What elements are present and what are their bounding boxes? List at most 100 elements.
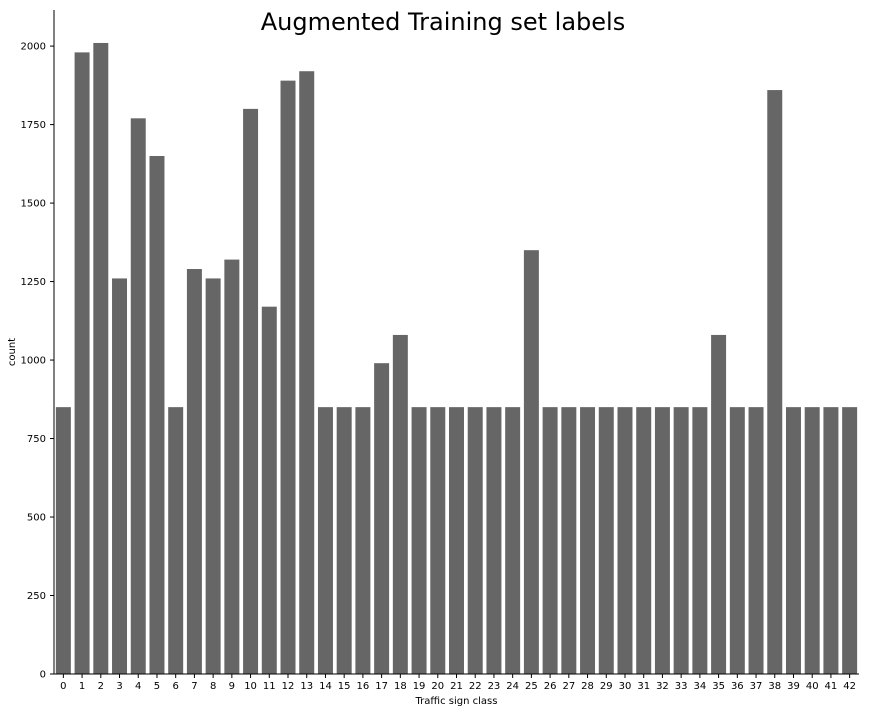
bar-class-14 xyxy=(317,407,333,674)
y-tick-label: 2000 xyxy=(21,42,46,53)
x-tick-label: 23 xyxy=(488,681,501,692)
x-tick-label: 0 xyxy=(60,681,66,692)
y-tick-label: 1500 xyxy=(21,199,46,210)
x-tick-label: 33 xyxy=(675,681,688,692)
y-ticks: 0 250 500 750 1000 1250 1500 1750 2000 xyxy=(21,42,54,681)
bar-class-15 xyxy=(336,407,352,674)
x-tick-label: 28 xyxy=(581,681,594,692)
x-tick-label: 15 xyxy=(338,681,351,692)
x-tick-label: 41 xyxy=(825,681,838,692)
x-tick-label: 24 xyxy=(506,681,519,692)
y-tick-label: 750 xyxy=(27,434,46,445)
bar-class-2 xyxy=(93,42,109,674)
bar-class-37 xyxy=(748,407,764,674)
bar-class-26 xyxy=(542,407,558,674)
bar-class-8 xyxy=(205,278,221,674)
chart-title: Augmented Training set labels xyxy=(261,8,625,36)
bar-class-7 xyxy=(186,269,202,674)
x-tick-label: 26 xyxy=(544,681,557,692)
x-tick-label: 16 xyxy=(357,681,370,692)
x-tick-label: 14 xyxy=(319,681,332,692)
x-tick-label: 13 xyxy=(300,681,313,692)
bar-class-19 xyxy=(411,407,427,674)
x-tick-label: 4 xyxy=(135,681,141,692)
bar-class-3 xyxy=(112,278,128,674)
bar-class-21 xyxy=(449,407,464,674)
x-tick-label: 21 xyxy=(450,681,463,692)
bar-class-25 xyxy=(523,250,539,675)
bar-class-36 xyxy=(729,407,745,674)
x-tick-label: 34 xyxy=(694,681,707,692)
bar-class-32 xyxy=(654,407,670,674)
x-tick-label: 17 xyxy=(375,681,388,692)
bar-class-13 xyxy=(299,71,315,675)
y-tick-label: 1000 xyxy=(21,356,46,367)
bar-class-24 xyxy=(505,407,521,674)
bar-class-22 xyxy=(467,407,483,674)
x-tick-label: 22 xyxy=(469,681,482,692)
x-tick-label: 39 xyxy=(787,681,800,692)
y-tick-label: 250 xyxy=(27,591,46,602)
bar-class-0 xyxy=(55,407,71,674)
x-tick-label: 20 xyxy=(431,681,444,692)
bar-class-10 xyxy=(243,108,259,674)
x-tick-label: 37 xyxy=(750,681,763,692)
x-tick-label: 30 xyxy=(619,681,632,692)
x-tick-label: 11 xyxy=(263,681,276,692)
bar-class-6 xyxy=(168,407,184,674)
y-tick-label: 0 xyxy=(40,670,46,681)
bar-class-34 xyxy=(692,407,708,674)
bar-class-41 xyxy=(823,407,839,674)
x-tick-label: 8 xyxy=(210,681,216,692)
x-tick-label: 38 xyxy=(768,681,781,692)
bar-class-35 xyxy=(711,334,727,674)
x-tick-label: 32 xyxy=(656,681,669,692)
x-tick-label: 5 xyxy=(154,681,160,692)
bar-class-30 xyxy=(617,407,633,674)
x-tick-label: 2 xyxy=(98,681,104,692)
x-tick-label: 40 xyxy=(806,681,819,692)
x-tick-label: 1 xyxy=(79,681,85,692)
x-tick-label: 19 xyxy=(413,681,426,692)
bar-class-5 xyxy=(149,155,165,675)
bar-class-42 xyxy=(842,407,858,674)
bar-class-27 xyxy=(561,407,577,674)
y-tick-label: 500 xyxy=(27,513,46,524)
bar-class-31 xyxy=(636,407,652,674)
x-ticks: 0 1 2 3 4 5 6 7 8 9 10 11 12 13 14 15 16 17 18 19 20 21 22 23 24… xyxy=(60,674,856,692)
x-tick-label: 9 xyxy=(229,681,235,692)
x-tick-label: 31 xyxy=(637,681,650,692)
bar-class-28 xyxy=(580,407,596,674)
bar-class-12 xyxy=(280,80,296,674)
bar-class-18 xyxy=(392,334,408,674)
bar-class-17 xyxy=(374,363,390,674)
bar-class-40 xyxy=(804,407,820,674)
x-tick-label: 27 xyxy=(562,681,575,692)
bar-class-39 xyxy=(785,407,801,674)
bar-class-20 xyxy=(430,407,446,674)
bar-class-11 xyxy=(261,306,277,674)
x-tick-label: 29 xyxy=(600,681,613,692)
x-tick-label: 35 xyxy=(712,681,725,692)
x-tick-label: 25 xyxy=(525,681,538,692)
bars-layer xyxy=(55,42,858,675)
x-tick-label: 10 xyxy=(244,681,257,692)
bar-class-1 xyxy=(74,52,90,674)
x-tick-label: 36 xyxy=(731,681,744,692)
bar-class-4 xyxy=(130,118,146,674)
bar-class-38 xyxy=(767,90,783,674)
bar-class-23 xyxy=(486,407,502,674)
y-axis-label: count xyxy=(7,338,18,366)
bar-class-29 xyxy=(598,407,614,674)
x-tick-label: 18 xyxy=(394,681,407,692)
x-tick-label: 7 xyxy=(191,681,197,692)
x-tick-label: 12 xyxy=(282,681,295,692)
y-tick-label: 1750 xyxy=(21,120,46,131)
bar-class-9 xyxy=(224,259,240,674)
x-axis-label: Traffic sign class xyxy=(415,696,498,707)
x-tick-label: 6 xyxy=(172,681,178,692)
y-tick-label: 1250 xyxy=(21,277,46,288)
x-tick-label: 3 xyxy=(116,681,122,692)
